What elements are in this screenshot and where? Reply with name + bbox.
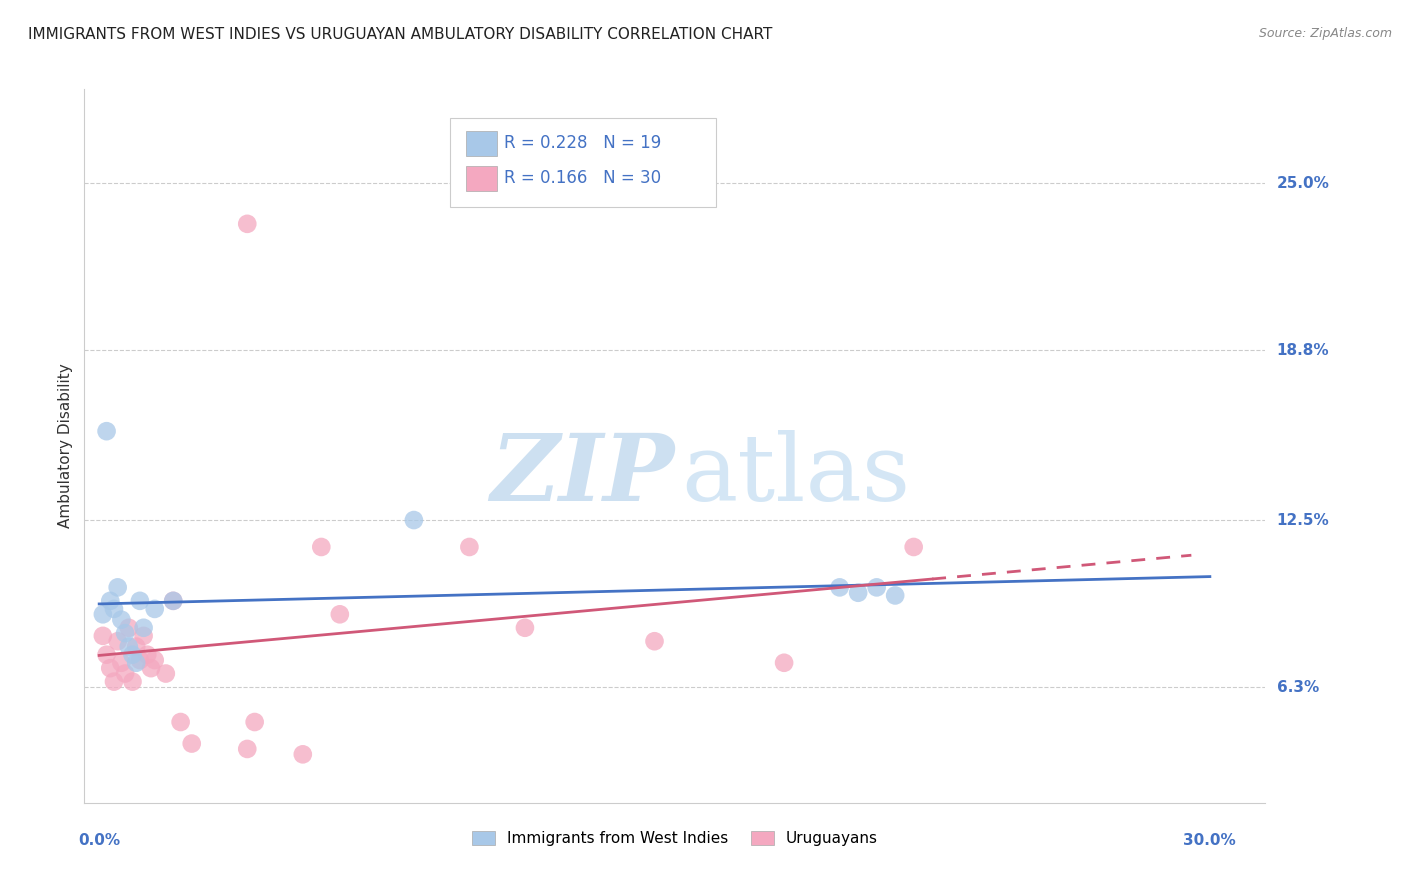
Point	[329, 607, 352, 622]
Point	[458, 540, 481, 554]
Point	[114, 666, 136, 681]
Point	[107, 580, 129, 594]
Point	[180, 737, 202, 751]
Text: 30.0%: 30.0%	[1184, 833, 1236, 848]
Text: 0.0%: 0.0%	[79, 833, 121, 848]
Text: R = 0.166   N = 30: R = 0.166 N = 30	[503, 169, 661, 187]
Point	[128, 594, 150, 608]
Point	[139, 661, 162, 675]
Point	[98, 594, 121, 608]
Text: ZIP: ZIP	[491, 430, 675, 519]
Point	[103, 602, 125, 616]
Point	[513, 621, 536, 635]
Point	[884, 589, 907, 603]
Point	[136, 648, 159, 662]
Point	[866, 580, 889, 594]
Point	[91, 629, 114, 643]
Point	[132, 629, 155, 643]
FancyBboxPatch shape	[450, 118, 716, 207]
Point	[118, 640, 141, 654]
FancyBboxPatch shape	[465, 131, 496, 155]
Point	[96, 648, 118, 662]
Point	[132, 621, 155, 635]
Text: atlas: atlas	[681, 430, 910, 519]
Point	[125, 640, 148, 654]
Point	[125, 656, 148, 670]
Point	[118, 621, 141, 635]
Text: Source: ZipAtlas.com: Source: ZipAtlas.com	[1258, 27, 1392, 40]
Text: R = 0.228   N = 19: R = 0.228 N = 19	[503, 135, 661, 153]
Text: 25.0%: 25.0%	[1277, 176, 1330, 191]
Point	[402, 513, 425, 527]
Point	[103, 674, 125, 689]
Point	[155, 666, 177, 681]
Point	[128, 653, 150, 667]
FancyBboxPatch shape	[465, 166, 496, 191]
Y-axis label: Ambulatory Disability: Ambulatory Disability	[58, 364, 73, 528]
Point	[236, 742, 259, 756]
Point	[91, 607, 114, 622]
Point	[121, 674, 143, 689]
Point	[98, 661, 121, 675]
Point	[828, 580, 851, 594]
Point	[143, 602, 166, 616]
Point	[773, 656, 796, 670]
Point	[96, 424, 118, 438]
Point	[162, 594, 184, 608]
Point	[107, 634, 129, 648]
Text: 12.5%: 12.5%	[1277, 513, 1329, 527]
Point	[162, 594, 184, 608]
Text: IMMIGRANTS FROM WEST INDIES VS URUGUAYAN AMBULATORY DISABILITY CORRELATION CHART: IMMIGRANTS FROM WEST INDIES VS URUGUAYAN…	[28, 27, 772, 42]
Point	[114, 626, 136, 640]
Point	[110, 613, 132, 627]
Point	[110, 656, 132, 670]
Point	[311, 540, 333, 554]
Point	[121, 648, 143, 662]
Point	[143, 653, 166, 667]
Text: 6.3%: 6.3%	[1277, 680, 1319, 695]
Point	[169, 714, 191, 729]
Point	[236, 217, 259, 231]
Point	[243, 714, 266, 729]
Point	[644, 634, 666, 648]
Point	[846, 586, 869, 600]
Point	[291, 747, 314, 762]
Text: 18.8%: 18.8%	[1277, 343, 1329, 358]
Point	[903, 540, 925, 554]
Legend: Immigrants from West Indies, Uruguayans: Immigrants from West Indies, Uruguayans	[465, 825, 884, 852]
